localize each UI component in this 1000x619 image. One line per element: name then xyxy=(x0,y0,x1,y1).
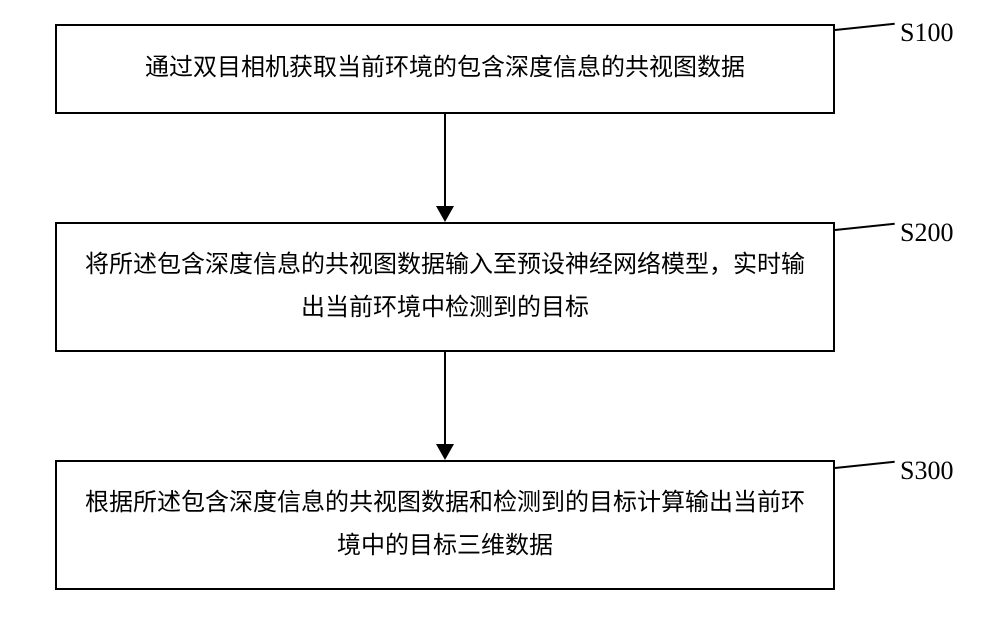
step-node-s300: 根据所述包含深度信息的共视图数据和检测到的目标计算输出当前环境中的目标三维数据 xyxy=(55,460,835,590)
step-label-s300: S300 xyxy=(900,456,953,486)
arrow-s200-s300 xyxy=(444,352,446,444)
leader-line-s300 xyxy=(835,461,895,469)
step-node-s100: 通过双目相机获取当前环境的包含深度信息的共视图数据 xyxy=(55,24,835,114)
step-label-s200: S200 xyxy=(900,218,953,248)
arrow-head-s100-s200 xyxy=(436,206,454,222)
flowchart-canvas: 通过双目相机获取当前环境的包含深度信息的共视图数据 S100 将所述包含深度信息… xyxy=(0,0,1000,619)
step-label-s100: S100 xyxy=(900,18,953,48)
step-text: 根据所述包含深度信息的共视图数据和检测到的目标计算输出当前环境中的目标三维数据 xyxy=(77,482,813,568)
step-text: 将所述包含深度信息的共视图数据输入至预设神经网络模型，实时输出当前环境中检测到的… xyxy=(77,244,813,330)
arrow-s100-s200 xyxy=(444,114,446,206)
leader-line-s200 xyxy=(835,223,895,231)
step-text: 通过双目相机获取当前环境的包含深度信息的共视图数据 xyxy=(145,47,745,90)
leader-line-s100 xyxy=(835,23,895,31)
arrow-head-s200-s300 xyxy=(436,444,454,460)
step-node-s200: 将所述包含深度信息的共视图数据输入至预设神经网络模型，实时输出当前环境中检测到的… xyxy=(55,222,835,352)
